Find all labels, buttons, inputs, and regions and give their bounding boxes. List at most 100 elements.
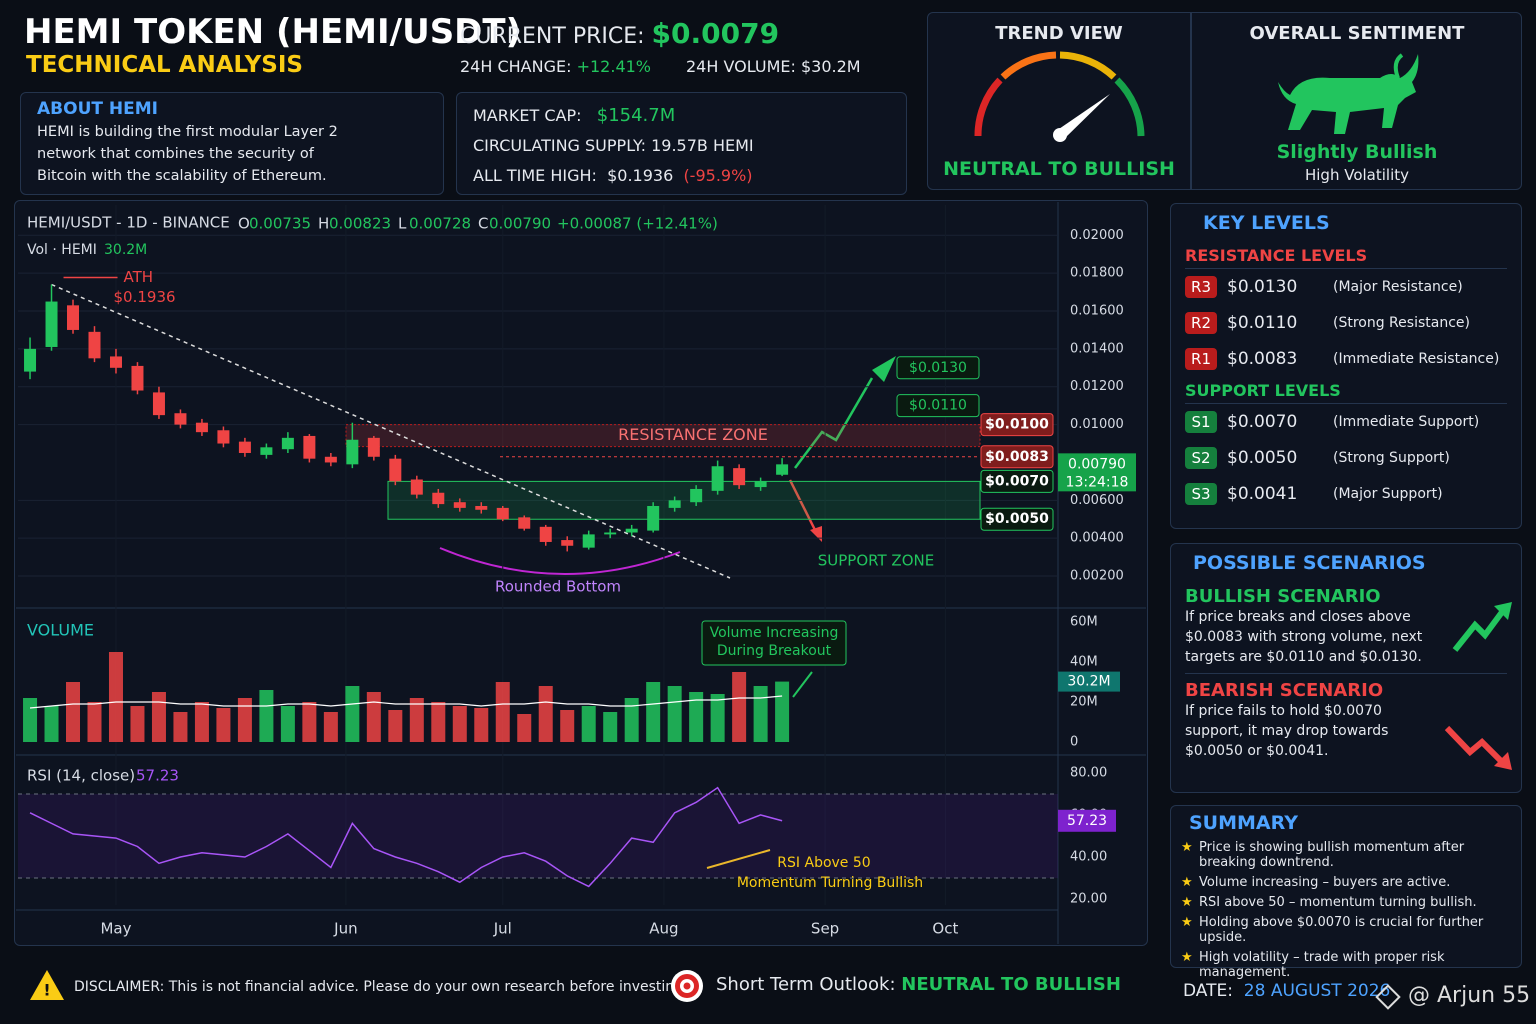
vol-label: Vol · HEMI — [27, 242, 97, 258]
sentiment-label: Slightly Bullish — [1276, 141, 1438, 163]
summary-panel: SUMMARY Price is showing bullish momentu… — [1170, 805, 1522, 980]
candle-body — [195, 422, 208, 433]
change-block: 24H CHANGE: +12.41% — [460, 57, 651, 76]
target-label: $0.0110 — [909, 398, 967, 414]
volume-tag: 30.2M — [1067, 674, 1110, 690]
level-price: $0.0070 — [1227, 412, 1298, 432]
y-tick-label: 0.01800 — [1070, 266, 1124, 281]
candle-body — [109, 356, 122, 368]
value: $154.7M — [596, 105, 676, 126]
scenarios-panel: POSSIBLE SCENARIOS BULLISH SCENARIO If p… — [1170, 543, 1522, 793]
candle-body — [690, 488, 703, 503]
value: 19.57B HEMI — [651, 136, 754, 155]
level-tag: $0.0070 — [985, 473, 1049, 489]
target-center — [683, 982, 691, 990]
volume-ma — [29, 695, 783, 709]
y-tick-label: 20M — [1070, 695, 1098, 710]
candle-body — [45, 301, 58, 347]
symbol: HEMI/USDT - 1D - BINANCE — [27, 214, 230, 232]
candle-body — [410, 479, 423, 495]
gauge-hub — [1053, 128, 1067, 142]
level-note: (Strong Resistance) — [1333, 315, 1470, 331]
level-tag: R1 — [1185, 348, 1217, 370]
y-tick-label: 0.01400 — [1070, 341, 1124, 356]
trend-panel: TREND VIEW NEUTRAL TO BULLISH OVERALL SE… — [927, 12, 1522, 190]
volume-bar — [259, 690, 274, 742]
candle-body — [260, 447, 273, 455]
volume-bar — [581, 706, 596, 742]
x-tick-label: Sep — [811, 920, 839, 938]
rsi-value: 57.23 — [136, 767, 179, 785]
level-row: S1 $0.0070 (Immediate Support) — [1185, 404, 1507, 440]
volume-bar — [710, 694, 725, 742]
volume: $30.2M — [800, 57, 861, 76]
volume-bar — [538, 686, 553, 742]
volume-bar — [237, 698, 252, 742]
target-box — [896, 356, 980, 380]
candle-body — [281, 437, 294, 450]
rsi-tag: 57.23 — [1067, 813, 1107, 829]
candle-body — [238, 441, 251, 453]
level-tag: $0.0050 — [985, 511, 1049, 527]
ath-change: (-95.9%) — [683, 166, 753, 185]
annotation-box — [701, 620, 847, 666]
subtitle: TECHNICAL ANALYSIS — [26, 52, 303, 78]
volume-bar — [409, 698, 424, 742]
level-price: $0.0083 — [1227, 349, 1298, 369]
target-label: $0.0130 — [909, 360, 967, 376]
level-note: (Major Support) — [1333, 486, 1443, 502]
x-tick-label: Jul — [493, 920, 512, 938]
y-tick-label: 0.00600 — [1070, 493, 1124, 508]
level-price: $0.0110 — [1227, 313, 1298, 333]
bull-arrow — [1452, 606, 1508, 652]
volume-bar — [345, 686, 360, 742]
rounded-bottom-arc — [439, 547, 681, 575]
candle-body — [303, 435, 316, 459]
volume-bar — [689, 692, 704, 742]
ohlc-value: 0.00790 — [489, 215, 551, 233]
level-price: $0.0130 — [1227, 277, 1298, 297]
candle-body — [711, 466, 724, 491]
market-cap: MARKET CAP: $154.7M — [473, 101, 890, 131]
volume-bar — [624, 698, 639, 742]
volume-bar — [323, 712, 338, 742]
candle-body — [625, 528, 638, 533]
supply: CIRCULATING SUPPLY: 19.57B HEMI — [473, 131, 890, 161]
x-tick-label: Oct — [932, 920, 958, 938]
about-text: HEMI is building the first modular Layer… — [37, 124, 338, 184]
x-tick-label: May — [100, 920, 131, 938]
y-tick-label: 0.01000 — [1070, 417, 1124, 432]
level-note: (Immediate Resistance) — [1333, 351, 1500, 367]
outlook: Short Term Outlook: NEUTRAL TO BULLISH — [716, 974, 1121, 995]
volume-bar — [302, 702, 317, 742]
watermark: @ Arjun 55 — [1408, 983, 1531, 1008]
ohlc-key: H — [318, 215, 329, 233]
key-levels-panel: KEY LEVELS RESISTANCE LEVELS R3 $0.0130 (M… — [1170, 203, 1522, 529]
support-zone — [387, 480, 981, 520]
volume-block: 24H VOLUME: $30.2M — [686, 57, 861, 76]
candle-body — [88, 331, 101, 359]
about-panel: ABOUT HEMI HEMI is building the first mo… — [20, 92, 444, 195]
support-list: S1 $0.0070 (Immediate Support) S2 $0.0050 (St… — [1185, 404, 1507, 512]
volume-bar — [130, 706, 145, 742]
support-zone-label: SUPPORT ZONE — [818, 552, 934, 570]
volume-bar — [388, 710, 403, 742]
volume-bar — [495, 682, 510, 742]
summary-item: Holding above $0.0070 is crucial for fur… — [1181, 915, 1511, 945]
candle-body — [367, 437, 380, 457]
candle-body — [496, 507, 509, 520]
resistance-title: RESISTANCE LEVELS — [1185, 246, 1507, 269]
candle-body — [131, 365, 144, 391]
y-tick-label: 60M — [1070, 615, 1098, 630]
volume-bar — [753, 686, 768, 742]
bull-path-head — [872, 356, 896, 382]
candle-body — [475, 505, 488, 510]
volume-bar — [646, 682, 661, 742]
volume-bar — [44, 706, 59, 742]
outlook-value: NEUTRAL TO BULLISH — [901, 974, 1121, 995]
gauge-green — [1114, 77, 1145, 137]
volume-bar — [431, 702, 446, 742]
price-tag-box — [1058, 453, 1136, 492]
bear-arrow — [1444, 725, 1505, 765]
